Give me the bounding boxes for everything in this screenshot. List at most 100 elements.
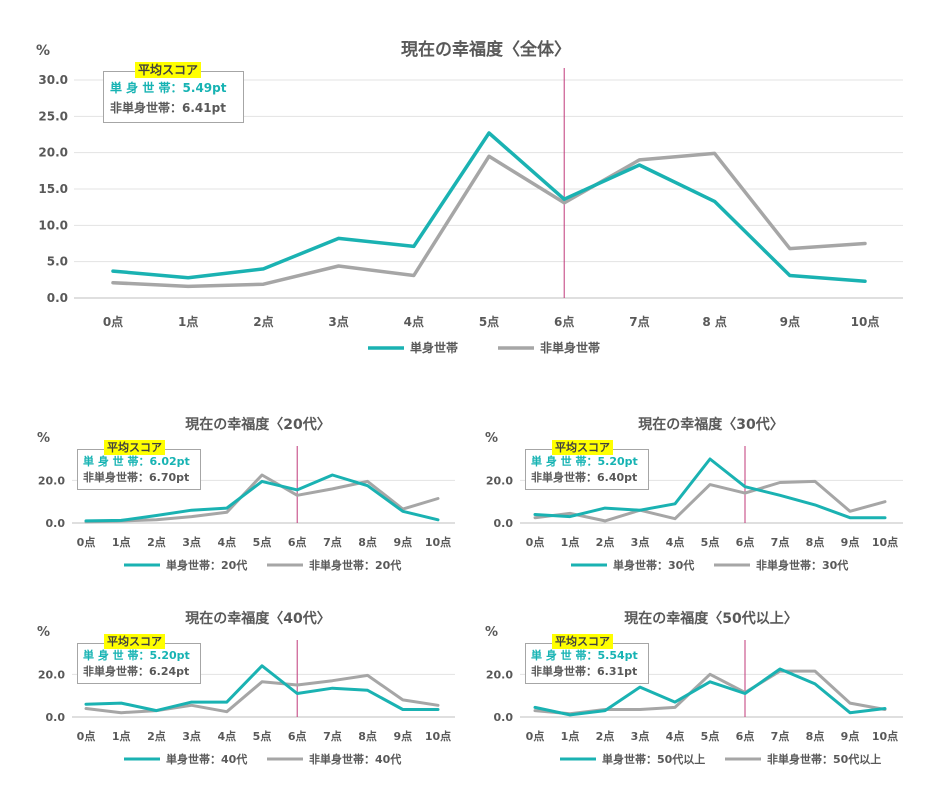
x-tick-label: 3点 xyxy=(182,729,201,743)
x-tick-label: 6点 xyxy=(554,314,574,329)
y-tick-label: 20.0 xyxy=(486,668,513,681)
x-tick-label: 8 点 xyxy=(702,314,727,329)
x-tick-label: 6点 xyxy=(288,535,307,549)
x-tick-label: 0点 xyxy=(526,729,545,743)
chart-title: 現在の幸福度〈全体〉 xyxy=(401,39,571,60)
average-score-box: 単 身 世 帯：6.02pt 非単身世帯：6.70pt xyxy=(77,449,201,490)
x-tick-label: 2点 xyxy=(596,729,615,743)
y-tick-label: 0.0 xyxy=(494,517,514,530)
series-line xyxy=(84,673,440,715)
x-tick-label: 7点 xyxy=(771,535,790,549)
y-tick-label: 0.0 xyxy=(47,291,68,305)
x-tick-label: 10点 xyxy=(425,729,451,743)
x-tick-label: 5点 xyxy=(253,729,272,743)
chart-2: 現在の幸福度〈30代〉% 0.0 20.0 0点 1点 2点 3点 4点 5点 6点 7点 8点 9点 1… xyxy=(485,416,903,572)
score-single-household: 単 身 世 帯：5.20pt xyxy=(531,455,638,468)
series-line xyxy=(533,457,887,520)
x-tick-label: 7点 xyxy=(323,729,342,743)
x-tick-label: 10点 xyxy=(872,729,898,743)
x-tick-label: 5点 xyxy=(701,535,720,549)
x-tick-label: 3点 xyxy=(631,535,650,549)
x-tick-label: 4点 xyxy=(666,535,685,549)
legend-label: 非単身世帯：40代 xyxy=(309,752,401,766)
legend-label: 単身世帯：20代 xyxy=(166,558,247,572)
x-tick-label: 6点 xyxy=(736,729,755,743)
x-tick-label: 5点 xyxy=(479,314,499,329)
x-tick-label: 3点 xyxy=(328,314,348,329)
legend-label: 非単身世帯：50代以上 xyxy=(767,752,881,766)
x-tick-label: 9点 xyxy=(841,729,860,743)
chart-4: 現在の幸福度〈50代以上〉% 0.0 20.0 0点 1点 2点 3点 4点 5点 6点 7点 8点 9… xyxy=(485,610,903,766)
chart-0: 現在の幸福度〈全体〉% 0.0 5.0 10.0 15.0 20.0 25.0 30.0 0点 1… xyxy=(36,39,903,355)
x-tick-label: 7点 xyxy=(629,314,649,329)
legend-label: 単身世帯：30代 xyxy=(613,558,694,572)
series-line xyxy=(533,479,887,523)
y-tick-label: 0.0 xyxy=(494,711,514,724)
chart-title: 現在の幸福度〈30代〉 xyxy=(638,416,783,433)
score-single-household: 単 身 世 帯：5.54pt xyxy=(531,649,638,662)
y-tick-label: 30.0 xyxy=(38,73,68,87)
average-score-heading: 平均スコア xyxy=(104,440,165,455)
x-tick-label: 10点 xyxy=(425,535,451,549)
x-tick-label: 3点 xyxy=(182,535,201,549)
x-tick-label: 4点 xyxy=(666,729,685,743)
score-non-single-household: 非単身世帯：6.31pt xyxy=(531,665,638,678)
series-line xyxy=(84,664,440,713)
legend-label: 非単身世帯 xyxy=(540,340,600,355)
legend-label: 単身世帯：50代以上 xyxy=(602,752,705,766)
x-tick-label: 4点 xyxy=(217,729,236,743)
legend-label: 単身世帯 xyxy=(410,340,458,355)
x-tick-label: 8点 xyxy=(806,729,825,743)
x-tick-label: 8点 xyxy=(358,729,377,743)
y-tick-label: 5.0 xyxy=(47,255,68,269)
series-line xyxy=(84,473,440,524)
y-axis-unit: % xyxy=(485,431,498,446)
series-line xyxy=(84,473,440,523)
x-tick-label: 2点 xyxy=(147,535,166,549)
x-tick-label: 0点 xyxy=(77,535,96,549)
x-tick-label: 10点 xyxy=(851,314,880,329)
x-tick-label: 9点 xyxy=(841,535,860,549)
score-non-single-household: 非単身世帯：6.41pt xyxy=(110,101,226,115)
y-tick-label: 20.0 xyxy=(486,474,513,487)
x-tick-label: 2点 xyxy=(596,535,615,549)
y-tick-label: 20.0 xyxy=(38,474,65,487)
y-tick-label: 20.0 xyxy=(38,668,65,681)
x-tick-label: 7点 xyxy=(771,729,790,743)
score-non-single-household: 非単身世帯：6.40pt xyxy=(531,471,638,484)
x-tick-label: 5点 xyxy=(701,729,720,743)
x-tick-label: 0点 xyxy=(103,314,123,329)
average-score-box: 単 身 世 帯：5.20pt 非単身世帯：6.40pt xyxy=(525,449,649,490)
y-axis-unit: % xyxy=(37,625,50,640)
chart-title: 現在の幸福度〈40代〉 xyxy=(185,610,330,627)
average-score-box: 単 身 世 帯：5.49pt 非単身世帯：6.41pt xyxy=(103,71,244,123)
chart-title: 現在の幸福度〈20代〉 xyxy=(185,416,330,433)
y-tick-label: 25.0 xyxy=(38,109,68,123)
chart-1: 現在の幸福度〈20代〉% 0.0 20.0 0点 1点 2点 3点 4点 5点 6点 7点 8点 9点 1… xyxy=(37,416,455,572)
y-tick-label: 0.0 xyxy=(46,711,66,724)
x-tick-label: 9点 xyxy=(780,314,800,329)
average-score-box: 単 身 世 帯：5.20pt 非単身世帯：6.24pt xyxy=(77,643,201,684)
x-tick-label: 0点 xyxy=(526,535,545,549)
x-tick-label: 5点 xyxy=(253,535,272,549)
x-tick-label: 1点 xyxy=(112,729,131,743)
y-tick-label: 10.0 xyxy=(38,218,68,232)
series-line xyxy=(111,151,867,289)
y-axis-unit: % xyxy=(36,43,50,59)
x-tick-label: 0点 xyxy=(77,729,96,743)
x-tick-label: 1点 xyxy=(561,535,580,549)
chart-title: 現在の幸福度〈50代以上〉 xyxy=(624,610,797,627)
series-line xyxy=(111,131,867,284)
x-tick-label: 3点 xyxy=(631,729,650,743)
x-tick-label: 4点 xyxy=(404,314,424,329)
y-tick-label: 20.0 xyxy=(38,146,68,160)
x-tick-label: 6点 xyxy=(736,535,755,549)
y-tick-label: 15.0 xyxy=(38,182,68,196)
score-non-single-household: 非単身世帯：6.70pt xyxy=(83,471,190,484)
average-score-heading: 平均スコア xyxy=(135,62,202,78)
y-axis-unit: % xyxy=(37,431,50,446)
series-line xyxy=(533,667,887,717)
legend-label: 非単身世帯：20代 xyxy=(309,558,401,572)
legend-label: 非単身世帯：30代 xyxy=(756,558,848,572)
